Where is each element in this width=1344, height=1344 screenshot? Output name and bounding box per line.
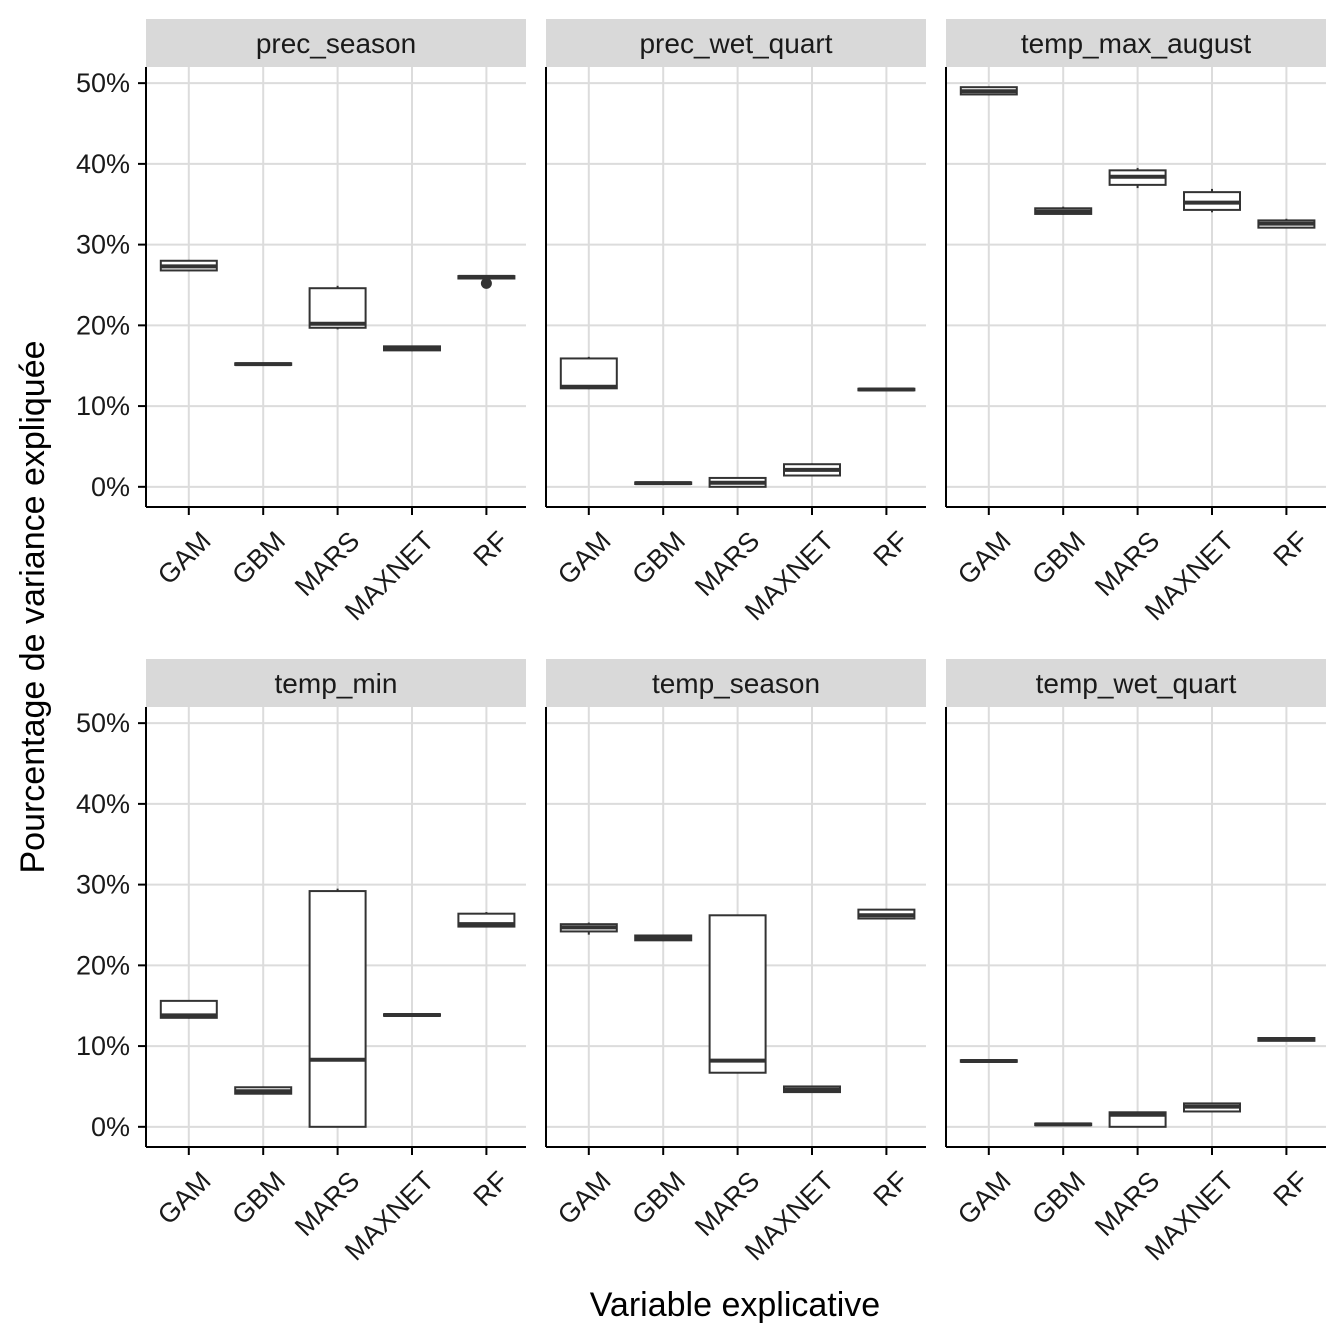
box-maxnet (1183, 188, 1241, 213)
facet-strip (546, 19, 926, 67)
box-maxnet (383, 345, 441, 352)
box-gbm (1034, 1122, 1093, 1127)
facet-strip (946, 19, 1326, 67)
x-tick-label: RF (1268, 526, 1315, 573)
box-gam (559, 356, 618, 390)
box-body (559, 357, 618, 390)
y-tick-label: 40% (76, 149, 130, 179)
y-tick-label: 50% (76, 68, 130, 98)
box-rf (857, 387, 916, 392)
x-tick-label: GBM (1026, 526, 1091, 591)
box-body (308, 890, 367, 1128)
facet-strip-label: temp_max_august (1021, 28, 1252, 59)
facet-strip-label: temp_season (652, 668, 820, 699)
facet-strip (946, 659, 1326, 707)
x-tick-label: RF (868, 1166, 915, 1213)
y-tick-label: 20% (76, 310, 130, 340)
box-maxnet (783, 463, 841, 477)
y-tick-label: 20% (76, 950, 130, 980)
box-gam (959, 86, 1018, 96)
x-tick-label: GAM (952, 526, 1017, 591)
y-tick-label: 50% (76, 708, 130, 738)
box-rf (1257, 1037, 1316, 1042)
box-body (308, 287, 367, 329)
outlier-point (480, 277, 492, 289)
y-tick-label: 30% (76, 870, 130, 900)
y-tick-label: 10% (76, 391, 130, 421)
box-gam (959, 1059, 1018, 1064)
x-tick-label: RF (468, 1166, 515, 1213)
x-tick-label: GAM (152, 1166, 217, 1231)
box-mars (1108, 167, 1167, 189)
x-tick-label: GBM (226, 526, 291, 591)
x-tick-label: GAM (552, 1166, 617, 1231)
box-gbm (1034, 206, 1093, 215)
y-tick-label: 0% (91, 472, 130, 502)
facet-strip-label: prec_season (256, 28, 416, 59)
box-gbm (634, 481, 693, 486)
x-axis-title: Variable explicative (590, 1286, 880, 1324)
y-tick-label: 30% (76, 230, 130, 260)
box-mars (708, 476, 767, 488)
x-tick-label: RF (1268, 1166, 1315, 1213)
x-tick-label: GAM (552, 526, 617, 591)
x-tick-label: GBM (626, 1166, 691, 1231)
box-gam (159, 999, 218, 1019)
x-tick-label: GBM (626, 526, 691, 591)
facet-strip-label: temp_min (275, 668, 398, 699)
box-mars (708, 914, 767, 1074)
box-rf (857, 908, 916, 920)
x-tick-label: GAM (152, 526, 217, 591)
box-body (708, 914, 767, 1074)
box-mars (308, 285, 367, 330)
box-mars (1108, 1111, 1167, 1128)
y-axis-title: Pourcentage de variance expliquée (14, 340, 52, 873)
box-gbm (234, 362, 293, 367)
box-gbm (234, 1086, 293, 1095)
y-tick-label: 0% (91, 1112, 130, 1142)
facet-strip-label: temp_wet_quart (1036, 668, 1237, 699)
x-tick-label: RF (868, 526, 915, 573)
box-maxnet (383, 1013, 441, 1017)
box-gbm (634, 934, 693, 942)
facet-strip (146, 659, 526, 707)
y-tick-label: 40% (76, 789, 130, 819)
box-rf (1257, 218, 1316, 229)
x-tick-label: GAM (952, 1166, 1017, 1231)
box-gam (159, 259, 218, 272)
x-tick-label: GBM (226, 1166, 291, 1231)
box-mars (308, 888, 367, 1128)
box-maxnet (1183, 1102, 1241, 1113)
x-tick-label: GBM (1026, 1166, 1091, 1231)
box-maxnet (783, 1085, 841, 1094)
box-rf (457, 912, 516, 928)
facet-strip-label: prec_wet_quart (639, 28, 832, 59)
x-tick-label: RF (468, 526, 515, 573)
box-gam (559, 922, 618, 935)
y-tick-label: 10% (76, 1031, 130, 1061)
facet-strip (146, 19, 526, 67)
facet-strip (546, 659, 926, 707)
box-rf (457, 274, 516, 289)
